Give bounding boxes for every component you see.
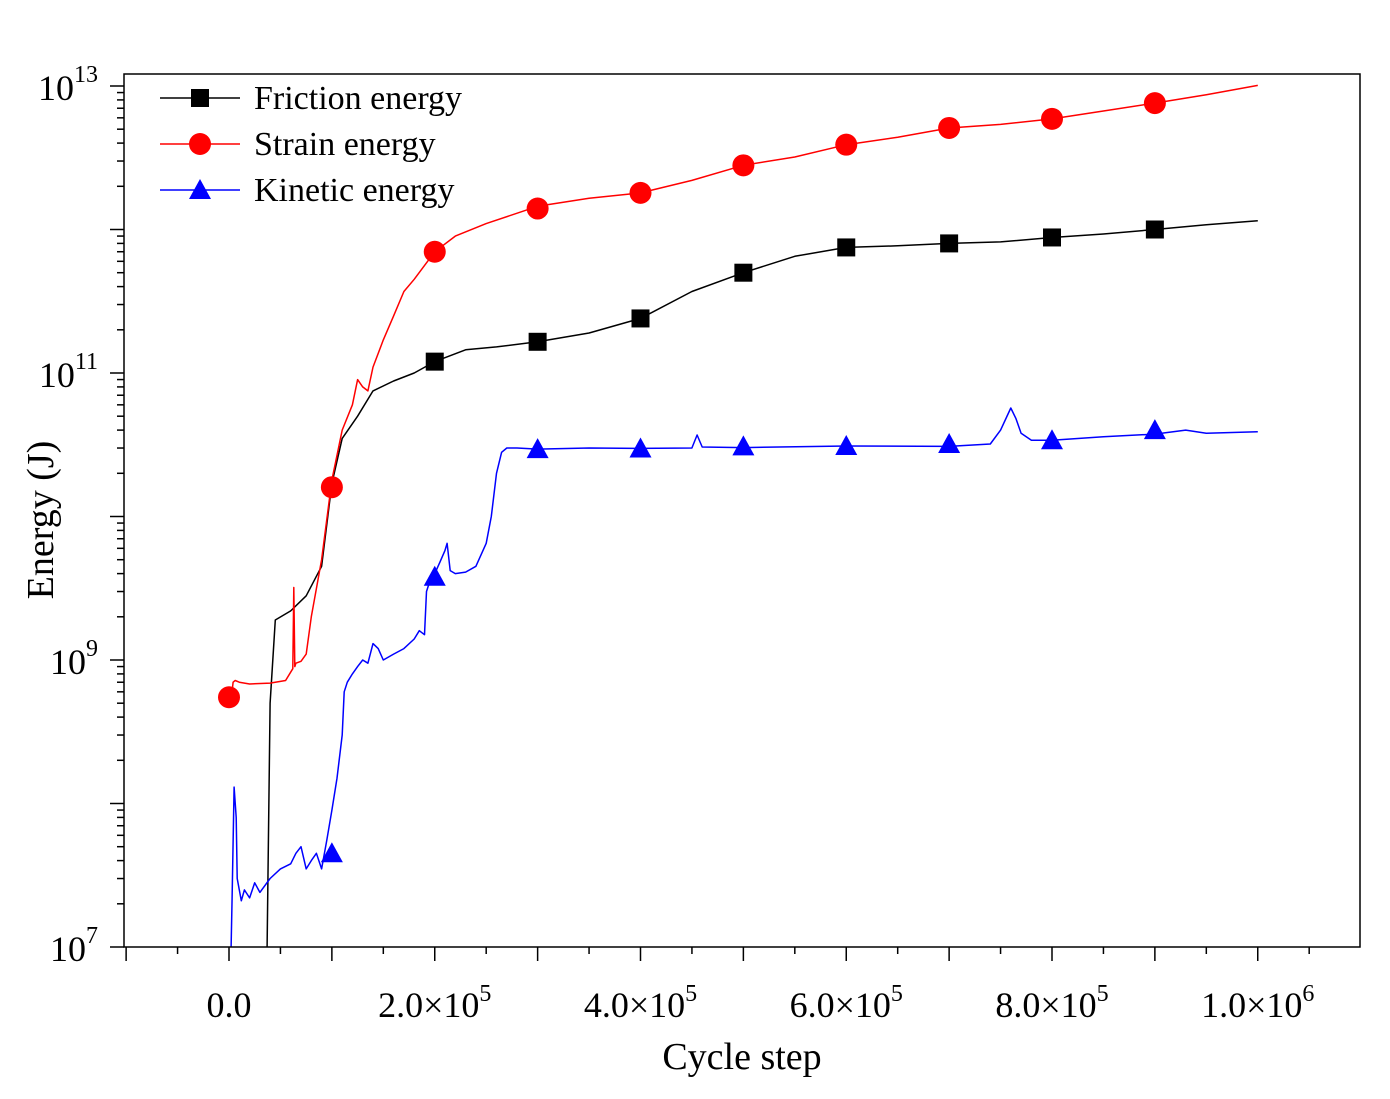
- marker-friction: [837, 238, 856, 257]
- series-line-strain: [228, 84, 1258, 702]
- marker-strain: [835, 133, 858, 156]
- marker-kinetic: [320, 842, 343, 863]
- x-tick-label: 6.0×105: [790, 981, 903, 1025]
- x-tick-label: 2.0×105: [378, 981, 491, 1025]
- marker-friction: [1145, 220, 1164, 239]
- legend-marker-strain: [189, 133, 211, 155]
- marker-friction: [631, 309, 650, 328]
- marker-kinetic: [1143, 419, 1166, 440]
- marker-friction: [1043, 228, 1061, 247]
- marker-strain: [938, 116, 961, 139]
- legend-label-kinetic: Kinetic energy: [254, 172, 454, 209]
- plot-marker-layer: [218, 92, 1166, 863]
- y-axis: 107 109 1011 1013: [38, 62, 124, 969]
- series-line-kinetic: [230, 407, 1258, 948]
- legend-label-friction: Friction energy: [254, 80, 462, 117]
- marker-strain: [526, 197, 549, 220]
- x-tick-label: 8.0×105: [995, 981, 1108, 1025]
- series-line-friction: [266, 220, 1258, 948]
- marker-strain: [320, 476, 343, 499]
- marker-strain: [1041, 107, 1063, 130]
- legend: Friction energy Strain energy Kinetic ener…: [160, 80, 462, 209]
- marker-kinetic: [526, 438, 549, 459]
- y-tick-label: 1011: [39, 349, 98, 395]
- y-tick-label: 109: [50, 636, 98, 682]
- legend-marker-kinetic: [189, 179, 211, 199]
- y-tick-label: 107: [50, 923, 98, 969]
- marker-friction: [734, 263, 753, 282]
- marker-strain: [629, 181, 652, 204]
- plot-series-layer: [228, 84, 1258, 948]
- x-tick-label: 1.0×106: [1201, 981, 1314, 1025]
- marker-kinetic: [629, 437, 652, 458]
- marker-strain: [423, 240, 446, 263]
- x-tick-label: 0.0: [207, 985, 252, 1025]
- legend-label-strain: Strain energy: [254, 126, 436, 163]
- marker-friction: [425, 352, 444, 371]
- plot-frame: [123, 73, 1361, 948]
- marker-kinetic: [1041, 429, 1063, 450]
- marker-friction: [940, 234, 959, 253]
- marker-strain: [218, 686, 240, 709]
- y-axis-title: Energy (J): [20, 441, 62, 600]
- legend-marker-friction: [191, 89, 209, 107]
- marker-kinetic: [835, 434, 858, 455]
- x-axis: 0.0 2.0×105 4.0×105 6.0×105 8.0×105 1.0×106: [125, 947, 1314, 1025]
- marker-strain: [732, 154, 755, 177]
- y-tick-label: 1013: [38, 62, 98, 108]
- marker-kinetic: [732, 435, 755, 456]
- marker-kinetic: [938, 433, 961, 454]
- marker-strain: [1143, 92, 1166, 115]
- x-axis-title: Cycle step: [662, 1036, 821, 1078]
- marker-kinetic: [423, 565, 446, 586]
- x-tick-label: 4.0×105: [584, 981, 697, 1025]
- marker-friction: [528, 332, 547, 351]
